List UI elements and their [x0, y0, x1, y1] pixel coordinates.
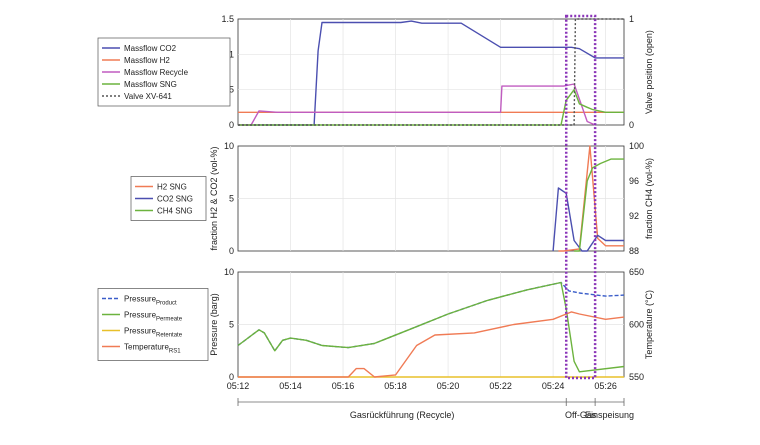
off-gas-highlight-box [564, 14, 597, 380]
y2-tick-label: 0 [629, 120, 634, 130]
legend-entry: Massflow H2 [124, 56, 170, 65]
legend-entry: CO2 SNG [157, 195, 193, 204]
legend-entry: Massflow CO2 [124, 44, 177, 53]
x-tick-label: 05:18 [384, 381, 407, 391]
y2-tick-label: 92 [629, 211, 639, 221]
phase-label-off-gas: Off-Gas [565, 410, 597, 420]
series-line-h2-sng [558, 145, 624, 252]
y-axis-label: Pressure (barg) [209, 293, 219, 356]
y2-tick-label: 100 [629, 141, 644, 151]
series-line-valve-xv-641 [238, 18, 624, 126]
y-tick-label: 5 [229, 194, 234, 204]
panel-1: 00.511.501Mass flow (kg/h)Valve position… [97, 14, 654, 130]
series-line-co2-sng [552, 187, 624, 252]
y-tick-label: 0 [229, 120, 234, 130]
legend: PressureProductPressurePermeatePressureR… [97, 288, 209, 361]
y2-tick-label: 600 [629, 320, 644, 330]
y-tick-label: 1.5 [221, 14, 234, 24]
legend: H2 SNG CO2 SNG CH4 SNG [130, 176, 207, 221]
x-tick-label: 05:26 [594, 381, 617, 391]
phase-bracket: Gasrückführung (Recycle) Off-GasEinspeisu… [237, 398, 634, 420]
phase-label-einspeisung: Einspeisung [585, 410, 634, 420]
series-line-temperature-rs1 [238, 311, 625, 378]
x-tick-label: 05:12 [227, 381, 250, 391]
y2-axis-label: fraction CH4 (vol-%) [644, 158, 654, 239]
series-line-massflow-co2 [238, 20, 624, 126]
legend: Massflow CO2 Massflow H2 Massflow Recycle M… [97, 37, 231, 107]
y-tick-label: 5 [229, 320, 234, 330]
x-tick-label: 05:20 [437, 381, 460, 391]
y2-tick-label: 96 [629, 176, 639, 186]
y-axis-label: fraction H2 & CO2 (vol-%) [209, 146, 219, 250]
y2-axis-label: Temperature (°C) [644, 290, 654, 359]
panel-2: 0 5 10 88 92 96 100 fraction H2 & CO2 (vol-%) fr… [130, 141, 654, 256]
x-tick-label: 05:16 [332, 381, 355, 391]
y-tick-label: 0 [229, 372, 234, 382]
y2-tick-label: 550 [629, 372, 644, 382]
legend-entry: CH4 SNG [157, 207, 193, 216]
phase-label-recycle: Gasrückführung (Recycle) [350, 410, 455, 420]
legend-entry: Massflow Recycle [124, 68, 189, 77]
y-tick-label: 10 [224, 267, 234, 277]
x-tick-label: 05:14 [279, 381, 302, 391]
y-tick-label: 1 [229, 49, 234, 59]
y2-tick-label: 650 [629, 267, 644, 277]
legend-entry: H2 SNG [157, 183, 187, 192]
y2-tick-label: 88 [629, 246, 639, 256]
legend-entry: Valve XV-641 [124, 92, 172, 101]
legend-entry: Massflow SNG [124, 80, 177, 89]
x-tick-label: 05:24 [542, 381, 565, 391]
y-tick-label: 10 [224, 141, 234, 151]
y-tick-label: 0 [229, 246, 234, 256]
series-line-ch4-sng [574, 158, 624, 252]
series-line-massflow-recycle [238, 83, 596, 126]
series-line-massflow-sng [238, 88, 624, 126]
y2-tick-label: 1 [629, 14, 634, 24]
legend-box [97, 288, 209, 361]
x-tick-label: 05:22 [489, 381, 512, 391]
y2-axis-label: Valve position (open) [644, 30, 654, 114]
